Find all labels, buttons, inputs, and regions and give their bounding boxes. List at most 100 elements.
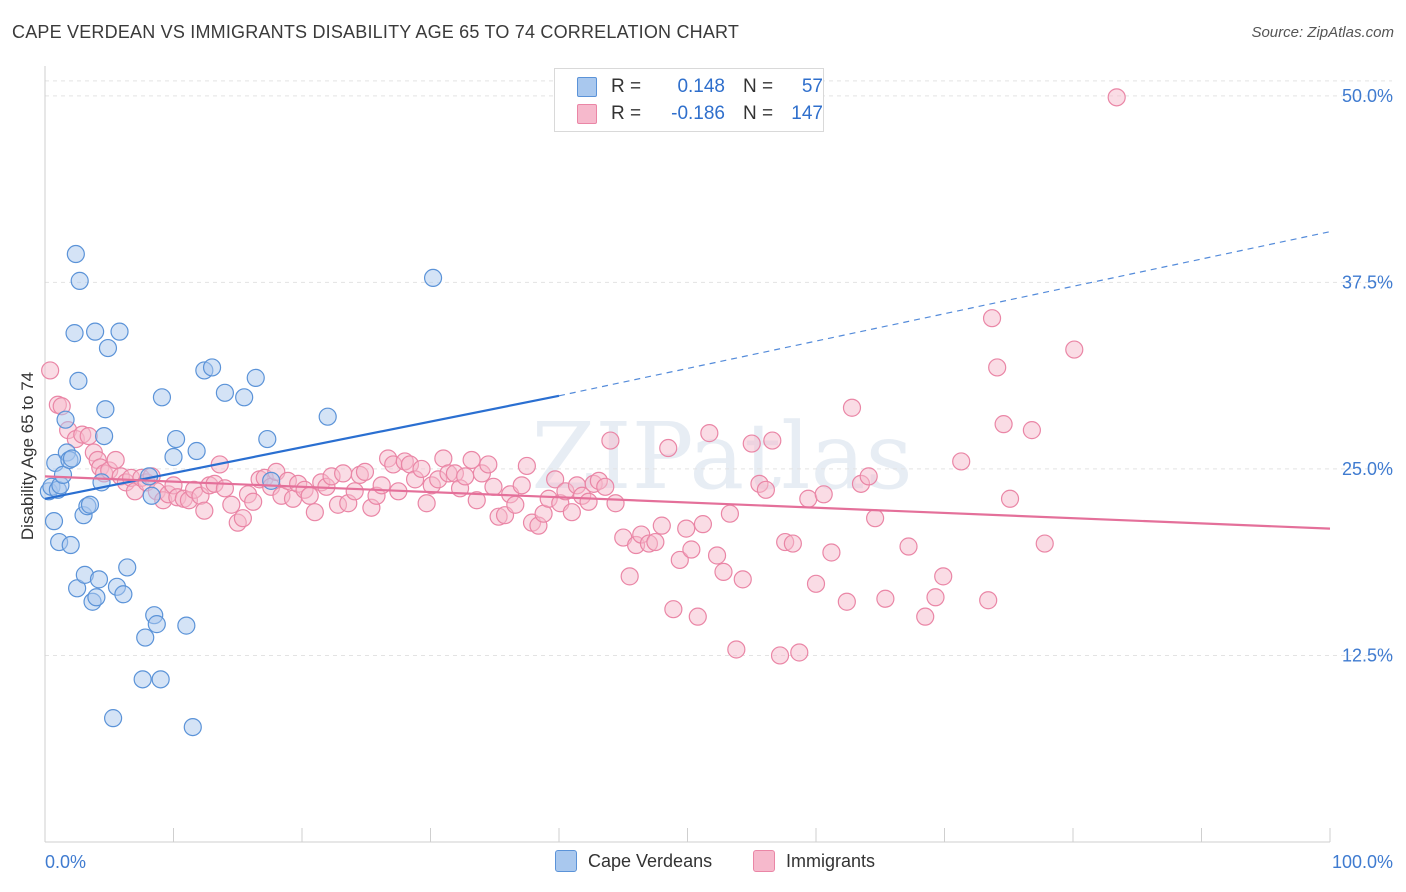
legend-label-cape-verdeans: Cape Verdeans <box>588 850 713 871</box>
cape-verdeans-point <box>104 709 123 728</box>
cape-verdeans-point <box>86 322 105 341</box>
immigrants-point <box>1035 534 1054 553</box>
cape-verdeans-point <box>166 429 186 449</box>
immigrants-point <box>484 477 503 496</box>
immigrants-point <box>693 515 713 534</box>
x-tick-label-min: 0.0% <box>45 852 86 872</box>
immigrants-point <box>688 607 707 626</box>
immigrants-point <box>700 424 719 443</box>
immigrants-point <box>770 646 790 665</box>
immigrants-point <box>806 574 826 593</box>
cape-verdeans-point <box>70 271 89 290</box>
legend-row-immigrants: R = -0.186 N = 147 <box>577 101 823 127</box>
immigrants-point <box>1000 489 1020 508</box>
cape-verdeans-point <box>152 388 172 407</box>
immigrants-point <box>417 494 436 513</box>
immigrants-point <box>822 543 841 562</box>
legend-swatch-blue <box>577 77 597 97</box>
immigrants-point <box>842 398 862 417</box>
legend-swatch-blue <box>555 850 577 872</box>
x-tick-label-max: 100.0% <box>1332 852 1393 872</box>
cape-verdeans-point <box>65 324 84 343</box>
immigrants-point <box>714 562 733 581</box>
immigrants-point <box>517 456 536 476</box>
immigrants-point <box>506 495 525 514</box>
legend-item-cape-verdeans: Cape Verdeans <box>555 850 712 872</box>
immigrants-point <box>733 570 752 589</box>
immigrants-point <box>1065 340 1084 359</box>
cape-verdeans-point <box>110 322 129 341</box>
immigrants-point <box>1107 88 1126 107</box>
immigrants-point <box>790 643 809 662</box>
legend-n-value: 147 <box>791 103 823 124</box>
source-label: Source: ZipAtlas.com <box>1251 24 1394 41</box>
ticks: 12.5% 25.0% 37.5% 50.0% <box>1342 86 1393 666</box>
immigrants-point <box>222 495 241 514</box>
cape-verdeans-point <box>258 429 277 449</box>
cape-verdeans-point <box>318 407 337 426</box>
cape-verdeans-point <box>80 495 100 514</box>
cape-verdeans-point <box>423 268 443 288</box>
chart-title: CAPE VERDEAN VS IMMIGRANTS DISABILITY AG… <box>12 22 740 42</box>
immigrants-point <box>799 489 818 508</box>
immigrants-point <box>1022 421 1041 440</box>
immigrants-point <box>345 482 364 501</box>
legend-r-label: R = <box>611 103 642 124</box>
cape-verdeans-point <box>68 579 87 598</box>
immigrants-point <box>646 532 665 552</box>
cape-verdeans-point <box>246 368 265 387</box>
immigrants-point <box>659 438 678 458</box>
immigrants-point <box>814 485 833 504</box>
immigrants-point <box>837 592 856 611</box>
immigrants-point <box>562 503 581 522</box>
y-tick-label: 50.0% <box>1342 86 1393 106</box>
immigrants-trend-line <box>44 475 1331 530</box>
immigrants-point <box>233 509 252 528</box>
trend-lines <box>44 231 1331 530</box>
immigrants-point <box>934 567 953 586</box>
cape-verdeans-point <box>183 717 202 737</box>
immigrants-point <box>579 492 598 511</box>
immigrants-point <box>456 467 475 486</box>
immigrants-point <box>742 434 761 453</box>
legend-label-immigrants: Immigrants <box>786 850 876 871</box>
immigrants-point <box>462 450 481 470</box>
cape-verdeans-point <box>98 338 118 358</box>
immigrants-point <box>412 459 431 479</box>
y-tick-label: 37.5% <box>1342 272 1393 292</box>
cape-verdeans-point <box>235 388 254 407</box>
immigrants-point <box>988 358 1007 377</box>
immigrants-point <box>244 492 263 511</box>
cape-verdeans-point <box>44 512 64 531</box>
immigrants-point <box>79 426 98 446</box>
immigrants-point <box>916 607 935 626</box>
immigrants-point <box>512 476 531 495</box>
legend-r-value: -0.186 <box>671 103 725 124</box>
immigrants-point <box>763 431 782 450</box>
legend-swatch-pink <box>577 104 597 124</box>
cape-verdeans-point <box>89 570 109 589</box>
immigrants-point <box>467 491 486 510</box>
immigrants-point <box>355 462 375 482</box>
immigrants-point <box>727 640 746 659</box>
cape-verdeans-point <box>114 585 133 604</box>
immigrants-point <box>41 361 60 380</box>
axes <box>44 66 1331 843</box>
y-tick-label: 12.5% <box>1342 645 1393 665</box>
legend-item-immigrants: Immigrants <box>753 850 875 872</box>
immigrants-point <box>664 600 683 619</box>
cape-verdeans-trend-extension <box>558 231 1331 397</box>
immigrants-point <box>334 464 353 483</box>
legend-r-label: R = <box>611 76 642 97</box>
immigrants-point <box>596 477 615 496</box>
cape-verdeans-point <box>151 670 170 689</box>
cape-verdeans-point <box>62 449 82 468</box>
cape-verdeans-point <box>164 447 183 467</box>
cape-verdeans-point <box>177 616 196 635</box>
immigrants-point <box>952 452 971 471</box>
cape-verdeans-point <box>118 558 137 577</box>
legend-n-value: 57 <box>801 76 823 97</box>
immigrants-point <box>866 509 885 528</box>
cape-verdeans-point <box>142 486 161 505</box>
immigrants-point <box>620 567 639 586</box>
